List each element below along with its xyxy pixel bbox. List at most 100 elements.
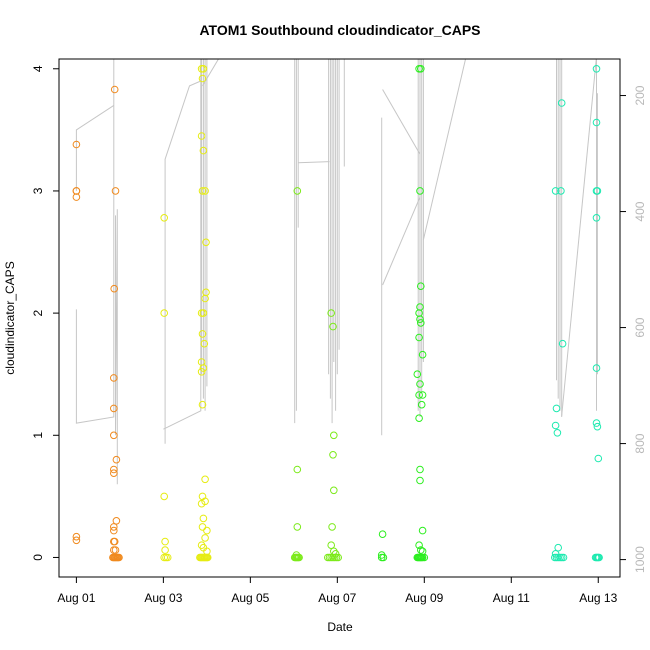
data-point <box>203 526 211 535</box>
track-line <box>382 196 421 286</box>
data-point <box>112 455 121 464</box>
data-point <box>594 454 603 463</box>
x-tick-label: Aug 07 <box>318 591 356 605</box>
data-point <box>327 541 336 550</box>
data-point <box>161 537 169 546</box>
data-point <box>160 492 168 501</box>
data-point <box>420 553 429 562</box>
y-tick-label: 2 <box>31 309 45 316</box>
data-point <box>415 541 423 550</box>
data-point <box>201 475 209 484</box>
y2-tick-label: 600 <box>633 317 647 337</box>
data-point <box>327 309 336 317</box>
data-point <box>378 530 387 539</box>
y-tick-label: 1 <box>31 432 45 439</box>
data-point <box>330 486 338 495</box>
data-point <box>199 146 208 155</box>
data-point <box>334 553 343 562</box>
data-point <box>199 514 208 523</box>
data-point <box>110 374 118 382</box>
data-point <box>110 431 118 440</box>
data-point <box>417 282 425 291</box>
data-point <box>200 339 209 348</box>
x-tick-label: Aug 03 <box>144 591 182 605</box>
x-tick-label: Aug 09 <box>405 591 443 605</box>
data-point <box>415 333 423 342</box>
data-point <box>110 284 118 293</box>
data-point <box>293 465 302 474</box>
data-point <box>198 523 207 531</box>
data-point <box>557 187 565 195</box>
chart-title: ATOM1 Southbound cloudindicator_CAPS <box>199 22 480 38</box>
data-point <box>112 517 121 525</box>
data-point <box>160 309 168 317</box>
data-point <box>379 553 388 562</box>
data-point <box>415 391 423 399</box>
y2-tick-label: 400 <box>633 201 647 221</box>
data-point <box>198 187 207 195</box>
data-point <box>111 546 120 554</box>
data-point <box>115 553 123 562</box>
data-point <box>553 429 562 437</box>
data-point <box>201 534 209 542</box>
data-point <box>163 553 172 562</box>
data-point <box>558 339 567 348</box>
y-axis-label: cloudindicator_CAPS <box>3 261 17 374</box>
data-point <box>551 187 560 195</box>
data-point <box>418 526 427 535</box>
x-tick-label: Aug 11 <box>493 591 530 605</box>
track-line <box>202 59 220 87</box>
data-point <box>197 368 206 376</box>
x-tick-label: Aug 01 <box>57 591 95 605</box>
data-point <box>416 380 424 388</box>
data-point <box>111 187 120 195</box>
data-point <box>330 431 338 440</box>
data-point <box>161 546 169 554</box>
track-line <box>422 59 467 240</box>
data-point <box>592 419 601 427</box>
track-line <box>561 59 597 416</box>
data-point <box>418 391 427 399</box>
data-point <box>418 350 427 359</box>
data-point <box>552 404 561 413</box>
data-point <box>197 132 206 140</box>
data-point <box>416 476 424 485</box>
data-point <box>72 193 81 201</box>
data-point <box>559 553 568 562</box>
data-point <box>198 400 207 409</box>
data-point <box>329 322 337 331</box>
data-point <box>551 421 560 430</box>
data-point <box>199 309 208 317</box>
axes: Aug 01 Aug 03 Aug 05 Aug 07 Aug 09 Aug 11 Aug … <box>31 58 647 605</box>
data-point <box>592 65 601 73</box>
data-point <box>593 422 602 431</box>
track-lines <box>75 59 598 485</box>
x-tick-label: Aug 13 <box>579 591 617 605</box>
track-line <box>75 104 115 191</box>
data-point <box>198 74 207 83</box>
data-point <box>554 543 563 552</box>
track-line <box>75 59 115 424</box>
data-point <box>199 364 208 372</box>
plot-frame <box>58 58 621 578</box>
data-point <box>413 370 422 379</box>
track-line <box>164 80 201 444</box>
data-point <box>417 65 425 73</box>
data-point <box>201 294 209 303</box>
data-point <box>110 465 118 474</box>
track-line <box>163 59 202 430</box>
y2-tick-label: 800 <box>633 433 647 453</box>
data-point <box>110 404 118 413</box>
data-point <box>418 547 427 556</box>
data-point <box>417 400 426 409</box>
track-line <box>115 209 118 485</box>
data-point <box>329 451 337 459</box>
data-point <box>595 553 603 562</box>
data-point <box>72 532 81 541</box>
data-point <box>197 499 206 508</box>
data-point <box>197 541 206 550</box>
data-point <box>415 414 423 423</box>
data-point <box>593 187 602 195</box>
data-point <box>110 523 118 531</box>
y-tick-label: 0 <box>31 554 45 561</box>
